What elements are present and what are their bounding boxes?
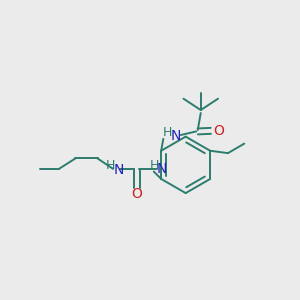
Text: H: H: [163, 125, 172, 139]
Text: H: H: [105, 159, 115, 172]
Text: N: N: [157, 162, 167, 176]
Text: O: O: [131, 187, 142, 201]
Text: N: N: [113, 163, 124, 177]
Text: O: O: [213, 124, 224, 138]
Text: H: H: [149, 159, 159, 172]
Text: N: N: [170, 129, 181, 143]
